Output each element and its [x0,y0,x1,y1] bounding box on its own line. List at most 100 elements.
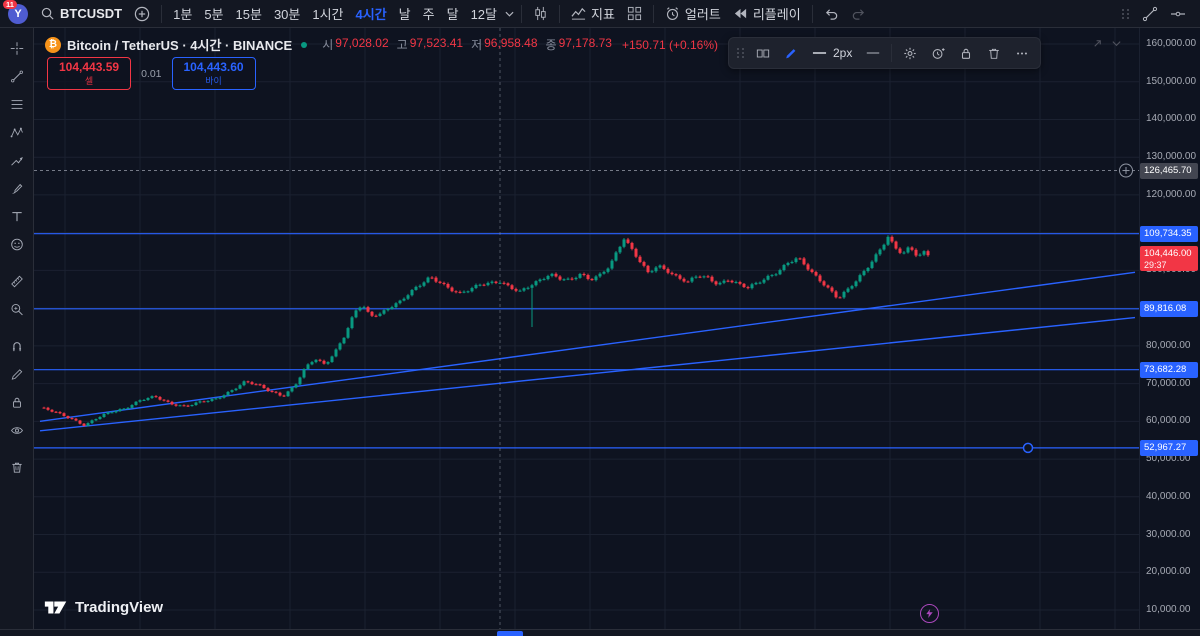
chart-type-button[interactable] [527,2,554,26]
price-axis[interactable]: 160,000.00 150,000.00 140,000.00 130,000.00… [1139,28,1200,630]
compare-add-button[interactable] [128,2,156,26]
settings-button[interactable] [897,41,923,65]
magnet-tool-button[interactable] [4,333,30,359]
toolbar-divider [652,4,654,23]
drawing-mode-button[interactable] [4,361,30,387]
last-price-badge[interactable]: 104,446.00 29:37 [1140,245,1198,271]
pane-maximize-icon[interactable] [1092,38,1103,49]
recent-tool-trendline-button[interactable] [1136,2,1164,26]
candlestick-chart[interactable] [34,28,1140,630]
undo-icon [825,9,837,20]
crosshair-tool-button[interactable] [4,35,30,61]
line-style-icon [867,52,880,54]
ohlc-value: 96,958.48 [484,36,538,50]
text-icon [11,211,22,221]
brush-tool-button[interactable] [4,175,30,201]
line-width-label: 2px [833,46,853,60]
timeframe-4시간[interactable]: 4시간 [350,2,393,26]
recent-tool-hline-button[interactable] [1164,2,1192,26]
buy-button[interactable]: 104,443.60 바이 [171,57,256,90]
indicators-icon [571,7,586,20]
symbol-search-button[interactable]: BTCUSDT [34,2,128,26]
timeframe-주[interactable]: 주 [417,2,441,26]
toolbar-drag-handle[interactable] [1122,8,1130,19]
user-avatar[interactable]: Y 11 [3,0,28,24]
sell-button[interactable]: 104,443.59 셀 [47,57,132,90]
top-toolbar: Y 11 BTCUSDT 1분 5분 15분 30분 1시간 4시간 날 주 달 12달 지표 [0,0,1200,28]
lock-drawing-button[interactable] [953,41,979,65]
gear-icon [904,47,917,59]
level-price-badge[interactable]: 89,816.08 [1140,300,1198,317]
level-price-badge[interactable]: 73,682.28 [1140,361,1198,378]
trash-icon [989,48,1000,59]
add-alert-button[interactable] [925,41,951,65]
text-tool-button[interactable] [4,203,30,229]
timeframe-1분[interactable]: 1분 [167,2,198,26]
emoji-tool-button[interactable] [4,231,30,257]
fib-retracement-button[interactable] [4,91,30,117]
zoom-tool-button[interactable] [4,296,30,322]
pattern-tool-button[interactable] [4,119,30,145]
template-button[interactable] [750,41,776,65]
pencil-icon [786,48,796,58]
boost-icon[interactable] [920,604,939,623]
timeframe-1시간[interactable]: 1시간 [306,2,349,26]
ohlc-label: 시 [322,38,334,52]
line-width-icon [812,52,827,54]
pane-collapse-icon[interactable] [1111,38,1122,49]
avatar-initial: Y [14,7,22,20]
replay-button[interactable]: 리플레이 [727,2,807,26]
timeframe-달[interactable]: 달 [441,2,465,26]
alert-clock-icon [933,47,945,59]
line-style-button[interactable] [860,41,886,65]
line-color-button[interactable] [778,41,804,65]
delete-drawing-button[interactable] [981,41,1007,65]
prediction-tool-button[interactable] [4,147,30,173]
redo-button[interactable] [845,2,872,26]
timeframe-5분[interactable]: 5분 [198,2,229,26]
drawing-floating-toolbar: 2px [728,37,1042,69]
timeframe-dropdown-button[interactable] [503,2,516,26]
replay-label: 리플레이 [752,7,801,22]
chart-area[interactable]: ₿ Bitcoin / TetherUS · 4시간 · BINANCE 시 97… [34,28,1140,630]
search-icon [41,7,54,20]
remove-drawings-button[interactable] [4,454,30,480]
line-width-button[interactable]: 2px [806,41,858,65]
price-tick: 80,000.00 [1146,339,1191,351]
redo-icon [852,9,864,20]
watermark-brand: TradingView [75,599,164,616]
replay-icon [734,8,746,19]
buy-price: 104,443.60 [183,60,244,74]
layout-grid-button[interactable] [621,2,648,26]
indicators-button[interactable]: 지표 [565,2,621,26]
level-price-badge[interactable]: 109,734.35 [1140,225,1198,242]
eye-icon [10,426,23,434]
measure-tool-button[interactable] [4,268,30,294]
more-options-button[interactable] [1009,41,1035,65]
alert-clock-icon [666,7,678,20]
ruler-icon [10,275,23,287]
ohlc-label: 고 [396,38,408,52]
time-axis-strip[interactable] [0,629,1200,636]
symbol-title[interactable]: Bitcoin / TetherUS · 4시간 · BINANCE [67,38,293,53]
tradingview-watermark[interactable]: TradingView [44,598,163,617]
trash-icon [11,462,22,473]
price-tick: 30,000.00 [1146,528,1191,540]
level-price-badge[interactable]: 52,967.27 [1140,439,1198,456]
price-tick: 160,000.00 [1146,38,1197,49]
trendline-tool-button[interactable] [4,63,30,89]
undo-button[interactable] [818,2,845,26]
toolbar-divider [559,4,560,23]
toolbar-drag-handle[interactable] [737,48,745,58]
timeframe-30분[interactable]: 30분 [268,2,306,26]
hide-all-button[interactable] [4,417,30,443]
timeframe-group: 1분 5분 15분 30분 1시간 4시간 날 주 달 12달 [167,2,503,26]
timeframe-날[interactable]: 날 [393,2,417,26]
forecast-icon [10,156,23,165]
alert-button[interactable]: 얼러트 [659,2,727,26]
lock-all-button[interactable] [4,389,30,415]
timeframe-15분[interactable]: 15분 [230,2,268,26]
price-tick: 40,000.00 [1146,490,1191,502]
timeframe-12달[interactable]: 12달 [465,2,503,26]
sell-price: 104,443.59 [59,60,120,74]
